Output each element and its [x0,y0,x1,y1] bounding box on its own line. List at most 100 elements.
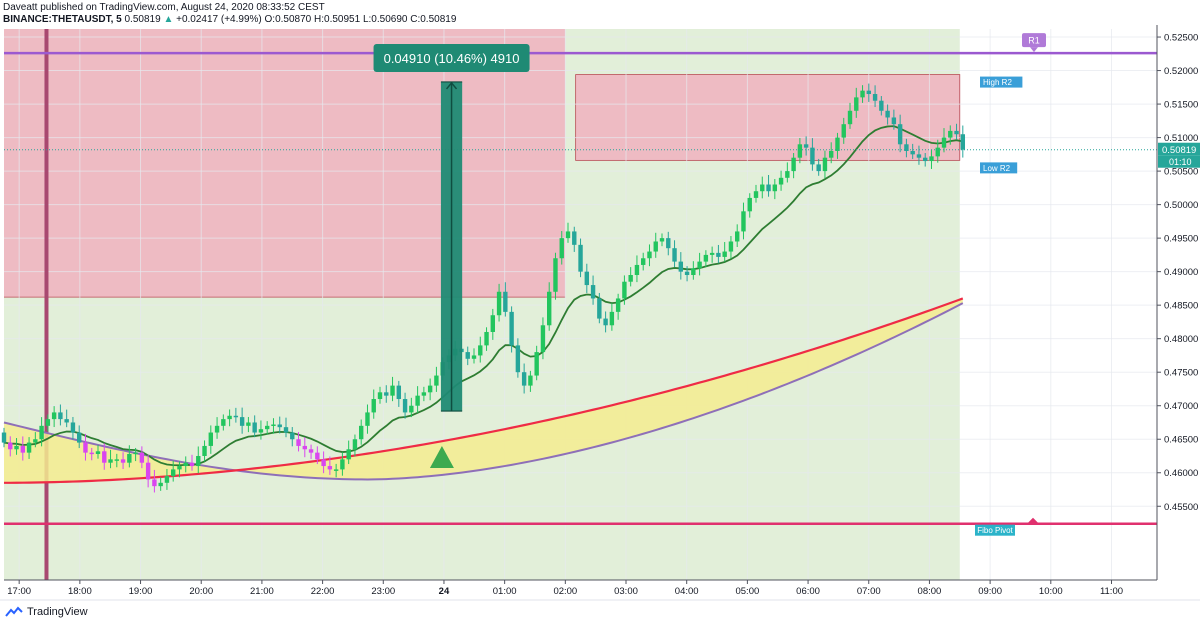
candle[interactable] [227,415,232,420]
candle[interactable] [214,425,220,433]
candle[interactable] [897,124,903,145]
candle[interactable] [691,268,696,276]
candle[interactable] [954,130,959,135]
candle[interactable] [64,419,69,423]
candle[interactable] [672,248,677,262]
candle[interactable] [941,137,947,148]
candle[interactable] [810,147,815,165]
candle[interactable] [684,271,690,276]
candle[interactable] [772,184,778,192]
candle[interactable] [302,445,308,450]
candle[interactable] [797,144,803,158]
candle[interactable] [490,315,496,332]
candle[interactable] [33,439,38,443]
candle[interactable] [841,124,846,138]
level-badge[interactable] [980,76,1023,88]
candle[interactable] [114,459,120,461]
candle[interactable] [872,94,878,101]
candle[interactable] [766,184,771,192]
candle[interactable] [703,254,709,262]
candle[interactable] [628,275,633,282]
candle[interactable] [948,130,953,138]
candle[interactable] [484,331,489,346]
candle[interactable] [603,318,608,326]
candle[interactable] [879,100,884,111]
candle[interactable] [666,238,671,249]
candle[interactable] [290,432,295,440]
candle[interactable] [152,479,157,487]
candle[interactable] [509,311,514,346]
candle[interactable] [785,171,790,178]
candle[interactable] [390,385,395,396]
candle[interactable] [371,399,376,413]
candle[interactable] [277,424,282,428]
candle[interactable] [108,459,113,463]
candle[interactable] [534,352,539,376]
candle[interactable] [70,422,76,433]
candle[interactable] [553,258,558,292]
candle[interactable] [377,392,383,400]
candle[interactable] [728,241,734,252]
candle[interactable] [51,412,57,420]
candle[interactable] [854,97,859,111]
candle[interactable] [741,211,746,232]
candle[interactable] [402,399,408,413]
candle[interactable] [89,452,94,455]
candle[interactable] [935,147,940,157]
candle[interactable] [528,375,533,386]
candle[interactable] [791,157,796,172]
candle[interactable] [127,453,132,463]
candle[interactable] [396,385,402,400]
candle[interactable] [265,425,270,430]
candle[interactable] [359,425,364,440]
candle[interactable] [647,251,652,259]
candle[interactable] [384,392,389,396]
buy-signal-triangle-icon[interactable] [429,445,454,468]
candle[interactable] [622,281,627,299]
level-badge[interactable] [980,162,1018,174]
candle[interactable] [427,385,433,393]
candle[interactable] [327,466,333,470]
candle[interactable] [697,261,702,269]
candle[interactable] [835,137,840,151]
candle[interactable] [233,415,239,418]
candle[interactable] [659,238,665,242]
candle[interactable] [83,442,88,453]
candle[interactable] [584,271,590,286]
pivot-level-badge[interactable] [975,524,1015,536]
candle[interactable] [321,459,326,467]
measure-label-box[interactable] [373,43,530,72]
candle[interactable] [365,412,370,426]
candle[interactable] [221,419,226,426]
candle[interactable] [578,244,583,272]
candle[interactable] [465,352,470,359]
price-range-measure[interactable]: 0.04910 (10.46%) 4910 [373,43,530,468]
candle[interactable] [634,264,640,276]
candle[interactable] [521,372,527,386]
candle[interactable] [916,154,922,158]
candle[interactable] [678,261,684,272]
candle[interactable] [590,285,596,299]
candle[interactable] [102,451,107,463]
candle[interactable] [822,157,828,172]
candle[interactable] [8,442,13,450]
candle[interactable] [860,90,865,98]
candle[interactable] [409,405,414,413]
candle[interactable] [158,482,163,487]
candle[interactable] [816,164,821,172]
candle[interactable] [258,429,264,433]
candle[interactable] [283,427,289,433]
candle[interactable] [503,291,508,312]
tradingview-branding[interactable]: TradingView [5,606,88,618]
candle[interactable] [58,412,63,420]
candle[interactable] [308,449,314,453]
candle[interactable] [735,231,740,242]
candle[interactable] [960,134,966,150]
candle[interactable] [709,252,715,255]
symbol-label[interactable]: BINANCE:THETAUSDT, 5 [3,14,122,25]
candle[interactable] [559,238,564,259]
candle[interactable] [829,150,834,158]
candle[interactable] [653,241,658,252]
r1-level-badge[interactable] [1022,33,1046,48]
